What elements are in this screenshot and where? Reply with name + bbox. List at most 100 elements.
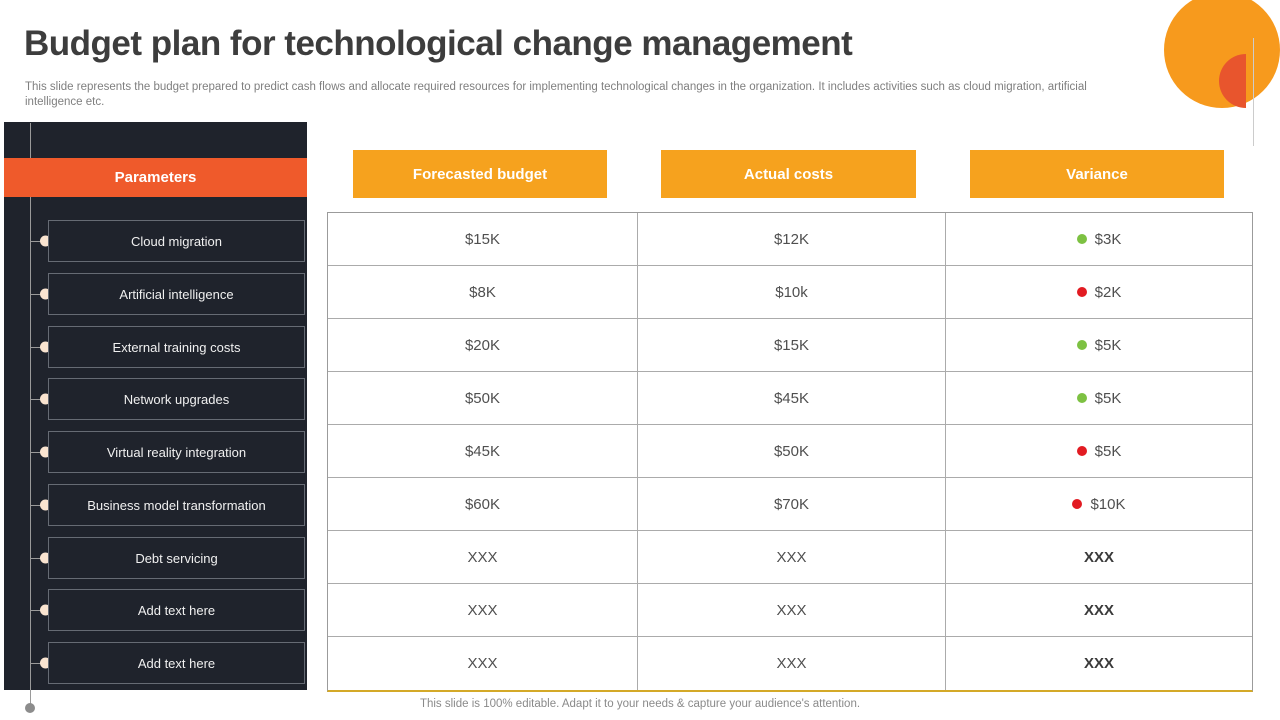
connector-dot (40, 657, 51, 669)
cell-variance[interactable]: XXX (946, 637, 1252, 690)
connector-end-dot (25, 703, 35, 713)
cell-forecasted-budget[interactable]: $45K (328, 425, 638, 478)
decorative-vertical-line (1253, 38, 1254, 146)
sidebar-item[interactable]: External training costs (30, 326, 305, 368)
sidebar-item-label: Add text here (137, 602, 216, 618)
cell-variance[interactable]: $5K (946, 319, 1252, 372)
cell-value: $10k (775, 283, 808, 301)
cell-variance[interactable]: $5K (946, 372, 1252, 425)
red-status-dot (1076, 446, 1087, 456)
cell-variance[interactable]: $3K (946, 213, 1252, 266)
cell-variance[interactable]: $5K (946, 425, 1252, 478)
cell-value: $3K (1094, 230, 1122, 248)
sidebar-item-label: Virtual reality integration (106, 444, 247, 460)
sidebar-item-box[interactable]: Add text here (48, 589, 305, 631)
cell-value: $5K (1094, 336, 1122, 354)
connector-dot (40, 341, 51, 353)
cell-actual-costs[interactable]: $15K (638, 319, 946, 372)
cell-value: XXX (467, 601, 498, 619)
cell-actual-costs[interactable]: $45K (638, 372, 946, 425)
column-header[interactable]: Variance (970, 150, 1224, 198)
sidebar-item-label: Add text here (137, 655, 216, 671)
slide-footer: This slide is 100% editable. Adapt it to… (419, 698, 861, 710)
cell-forecasted-budget[interactable]: XXX (328, 531, 638, 584)
cell-variance[interactable]: XXX (946, 584, 1252, 637)
page-title[interactable]: Budget plan for technological change man… (24, 24, 853, 63)
cell-value: $5K (1094, 389, 1122, 407)
sidebar-item-box[interactable]: Cloud migration (48, 220, 305, 262)
connector-dot (40, 552, 51, 564)
sidebar-item[interactable]: Add text here (30, 589, 305, 631)
cell-value: XXX (1083, 548, 1114, 566)
sidebar-item-box[interactable]: Network upgrades (48, 378, 305, 420)
connector-line (30, 294, 46, 295)
cell-forecasted-budget[interactable]: $60K (328, 478, 638, 531)
connector-dot (40, 235, 51, 247)
sidebar-item[interactable]: Artificial intelligence (30, 273, 305, 315)
sidebar-item-box[interactable]: Debt servicing (48, 537, 305, 579)
cell-value: $70K (773, 495, 810, 513)
sidebar-item-label: Debt servicing (135, 550, 218, 566)
sidebar-item[interactable]: Network upgrades (30, 378, 305, 420)
cell-value: $50K (773, 442, 810, 460)
parameters-header-label: Parameters (114, 169, 197, 186)
sidebar-item-box[interactable]: Business model transformation (48, 484, 305, 526)
green-status-dot (1076, 393, 1087, 403)
cell-value: $12K (773, 230, 810, 248)
cell-actual-costs[interactable]: $50K (638, 425, 946, 478)
cell-forecasted-budget[interactable]: $8K (328, 266, 638, 319)
sidebar-item-label: Cloud migration (130, 233, 223, 249)
cell-variance[interactable]: $10K (946, 478, 1252, 531)
connector-dot (40, 499, 51, 511)
cell-forecasted-budget[interactable]: XXX (328, 637, 638, 690)
cell-forecasted-budget[interactable]: XXX (328, 584, 638, 637)
connector-dot (40, 393, 51, 405)
cell-value: $20K (464, 336, 501, 354)
cell-value: $60K (464, 495, 501, 513)
sidebar-item[interactable]: Debt servicing (30, 537, 305, 579)
cell-value: XXX (776, 601, 807, 619)
cell-forecasted-budget[interactable]: $15K (328, 213, 638, 266)
cell-actual-costs[interactable]: XXX (638, 584, 946, 637)
green-status-dot (1076, 340, 1087, 350)
cell-value: $5K (1094, 442, 1122, 460)
green-status-dot (1076, 234, 1087, 244)
cell-value: $45K (773, 389, 810, 407)
connector-dot (40, 446, 51, 458)
parameters-header[interactable]: Parameters (4, 158, 307, 197)
connector-line (30, 452, 46, 453)
connector-line (30, 347, 46, 348)
cell-forecasted-budget[interactable]: $20K (328, 319, 638, 372)
sidebar-item-box[interactable]: External training costs (48, 326, 305, 368)
cell-forecasted-budget[interactable]: $50K (328, 372, 638, 425)
connector-line (30, 663, 46, 664)
cell-actual-costs[interactable]: $12K (638, 213, 946, 266)
cell-actual-costs[interactable]: XXX (638, 531, 946, 584)
connector-line (30, 610, 46, 611)
connector-line (30, 558, 46, 559)
sidebar-item[interactable]: Add text here (30, 642, 305, 684)
cell-actual-costs[interactable]: $10k (638, 266, 946, 319)
sidebar-item-box[interactable]: Virtual reality integration (48, 431, 305, 473)
column-header[interactable]: Forecasted budget (353, 150, 607, 198)
cell-value: $45K (464, 442, 501, 460)
cell-actual-costs[interactable]: XXX (638, 637, 946, 690)
sidebar-item-box[interactable]: Artificial intelligence (48, 273, 305, 315)
connector-line (30, 399, 46, 400)
cell-value: $8K (469, 283, 496, 301)
column-header[interactable]: Actual costs (661, 150, 916, 198)
cell-value: XXX (776, 548, 807, 566)
cell-variance[interactable]: $2K (946, 266, 1252, 319)
sidebar-item[interactable]: Business model transformation (30, 484, 305, 526)
budget-table: $15K $12K $3K $8K $10k $2K $20K $15K $5K $50K $45K… (327, 212, 1253, 692)
sidebar-item[interactable]: Virtual reality integration (30, 431, 305, 473)
slide-subtitle[interactable]: This slide represents the budget prepare… (25, 81, 1087, 108)
cell-value: $50K (464, 389, 501, 407)
sidebar-item[interactable]: Cloud migration (30, 220, 305, 262)
sidebar-item-box[interactable]: Add text here (48, 642, 305, 684)
cell-variance[interactable]: XXX (946, 531, 1252, 584)
cell-actual-costs[interactable]: $70K (638, 478, 946, 531)
cell-value: XXX (1083, 655, 1114, 672)
connector-line (30, 505, 46, 506)
sidebar-item-label: Business model transformation (87, 497, 266, 513)
